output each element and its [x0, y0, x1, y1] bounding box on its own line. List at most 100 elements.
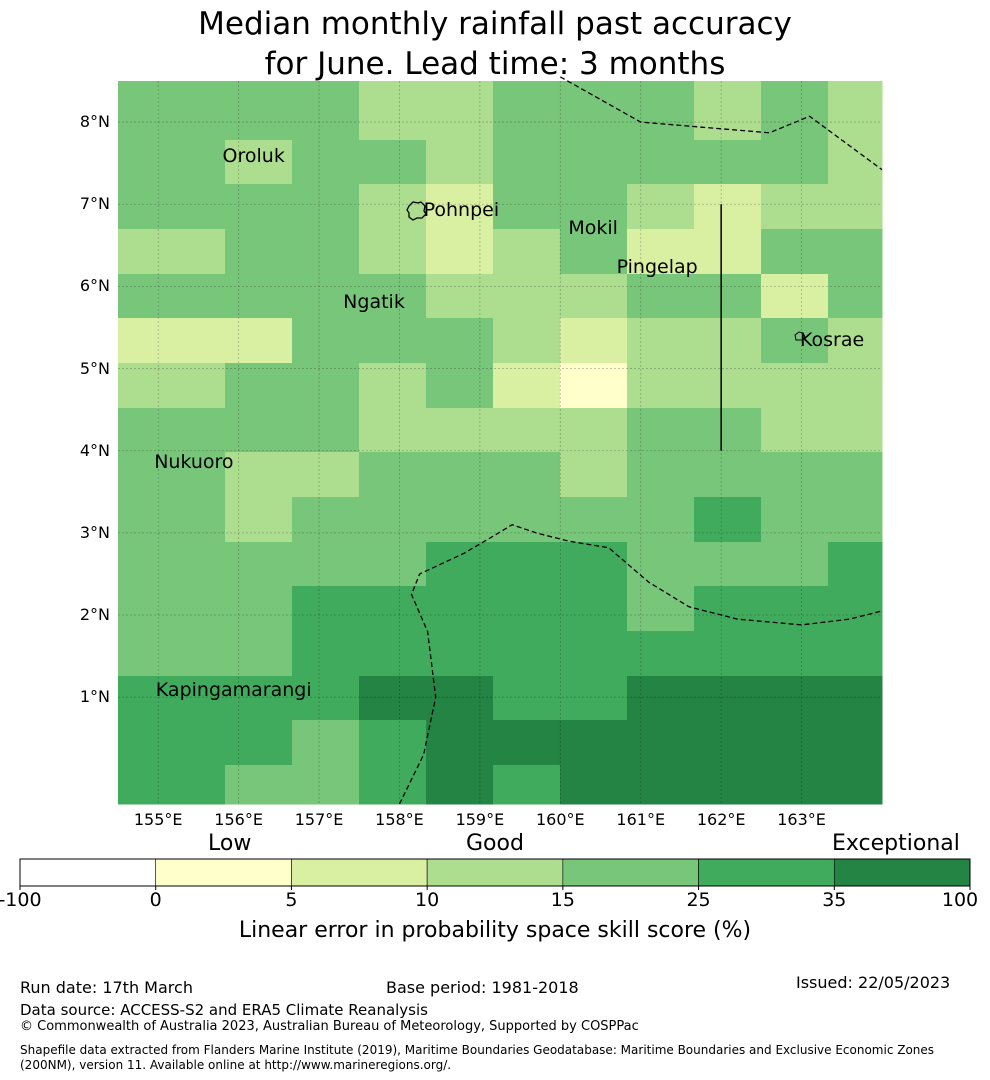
skill-cell	[627, 720, 695, 766]
skill-cell	[158, 720, 226, 766]
title-line-1: Median monthly rainfall past accuracy	[198, 6, 792, 42]
skill-cell	[118, 363, 159, 409]
skill-cell	[158, 184, 226, 230]
skill-cell	[292, 676, 360, 721]
colorbar-segment	[562, 858, 699, 887]
place-label: Pingelap	[616, 256, 698, 279]
skill-cell	[292, 631, 360, 677]
place-label: Oroluk	[222, 144, 285, 167]
skill-cell	[761, 765, 829, 805]
skill-cell	[292, 765, 360, 805]
skill-cell	[158, 676, 226, 721]
skill-cell	[225, 140, 293, 185]
skill-cell	[118, 497, 159, 543]
skill-cell	[694, 363, 762, 409]
skill-cell	[627, 229, 695, 275]
skill-cell	[627, 408, 695, 453]
skill-cell	[560, 542, 628, 587]
skill-cell	[225, 95, 293, 141]
colorbar-tick-label: 0	[149, 889, 162, 911]
skill-cell	[158, 542, 226, 587]
skill-cell	[158, 229, 226, 275]
skill-cell	[560, 363, 628, 409]
skill-cell	[292, 586, 360, 632]
issued-date: Issued: 22/05/2023	[796, 973, 951, 992]
longitude-label: 161°E	[616, 810, 666, 829]
skill-cell	[828, 140, 883, 185]
skill-cell	[627, 452, 695, 498]
skill-cell	[627, 765, 695, 805]
colorbar-segment	[291, 858, 428, 887]
skill-cell	[426, 497, 494, 543]
skill-cell	[560, 720, 628, 766]
skill-cell	[694, 274, 762, 319]
longitude-label: 156°E	[214, 810, 263, 829]
skill-cell	[158, 95, 226, 141]
skill-cell	[426, 184, 494, 230]
skill-cell	[118, 318, 159, 364]
skill-cell	[560, 765, 628, 805]
skill-cell	[426, 720, 494, 766]
skill-cell	[828, 363, 883, 409]
skill-cell	[359, 184, 427, 230]
skill-cell	[118, 140, 159, 185]
skill-cell	[359, 720, 427, 766]
skill-cell	[426, 140, 494, 185]
place-label: Mokil	[568, 216, 618, 239]
skill-cell	[118, 408, 159, 453]
colorbar-segment	[155, 858, 292, 887]
latitude-label: 1°N	[79, 687, 110, 707]
skill-cell	[761, 318, 829, 364]
skill-grid	[118, 81, 883, 805]
skill-cell	[828, 318, 883, 364]
skill-cell	[292, 542, 360, 587]
skill-cell	[828, 542, 883, 587]
skill-cell	[225, 81, 293, 96]
latitude-label: 8°N	[79, 112, 110, 132]
skill-cell	[225, 586, 293, 632]
skill-cell	[359, 408, 427, 453]
skill-cell	[225, 274, 293, 319]
skill-cell	[225, 318, 293, 364]
skill-cell	[828, 95, 883, 141]
skill-cell	[158, 452, 226, 498]
skill-cell	[292, 452, 360, 498]
skill-cell	[426, 765, 494, 805]
skill-cell	[493, 140, 561, 185]
base-period: Base period: 1981-2018	[386, 978, 579, 997]
skill-cell	[118, 184, 159, 230]
colorbar-segment	[426, 858, 564, 887]
skill-cell	[828, 497, 883, 543]
skill-cell	[560, 229, 628, 275]
skill-cell	[627, 363, 695, 409]
skill-cell	[493, 676, 561, 721]
skill-cell	[828, 184, 883, 230]
skill-cell	[359, 631, 427, 677]
colorbar-tick-label: 10	[415, 889, 440, 911]
colorbar-label-good: Good	[466, 831, 524, 856]
title-line-2: for June. Lead time: 3 months	[264, 46, 726, 82]
skill-cell	[627, 676, 695, 721]
skill-cell	[118, 586, 159, 632]
latitude-label: 7°N	[79, 194, 110, 214]
skill-cell	[694, 140, 762, 185]
skill-cell	[292, 184, 360, 230]
skill-cell	[359, 452, 427, 498]
skill-cell	[694, 184, 762, 230]
skill-cell	[118, 452, 159, 498]
latitude-label: 5°N	[79, 358, 110, 378]
colorbar-tick-label: 35	[822, 889, 847, 911]
longitude-label: 155°E	[133, 810, 183, 829]
skill-cell	[761, 408, 829, 453]
skill-cell	[225, 363, 293, 409]
skill-cell	[292, 318, 360, 364]
skill-cell	[426, 363, 494, 409]
skill-cell	[158, 274, 226, 319]
colorbar-segment	[698, 858, 835, 887]
skill-cell	[761, 720, 829, 766]
skill-cell	[225, 497, 293, 543]
skill-cell	[118, 676, 159, 721]
skill-cell	[493, 274, 561, 319]
skill-cell	[828, 229, 883, 275]
